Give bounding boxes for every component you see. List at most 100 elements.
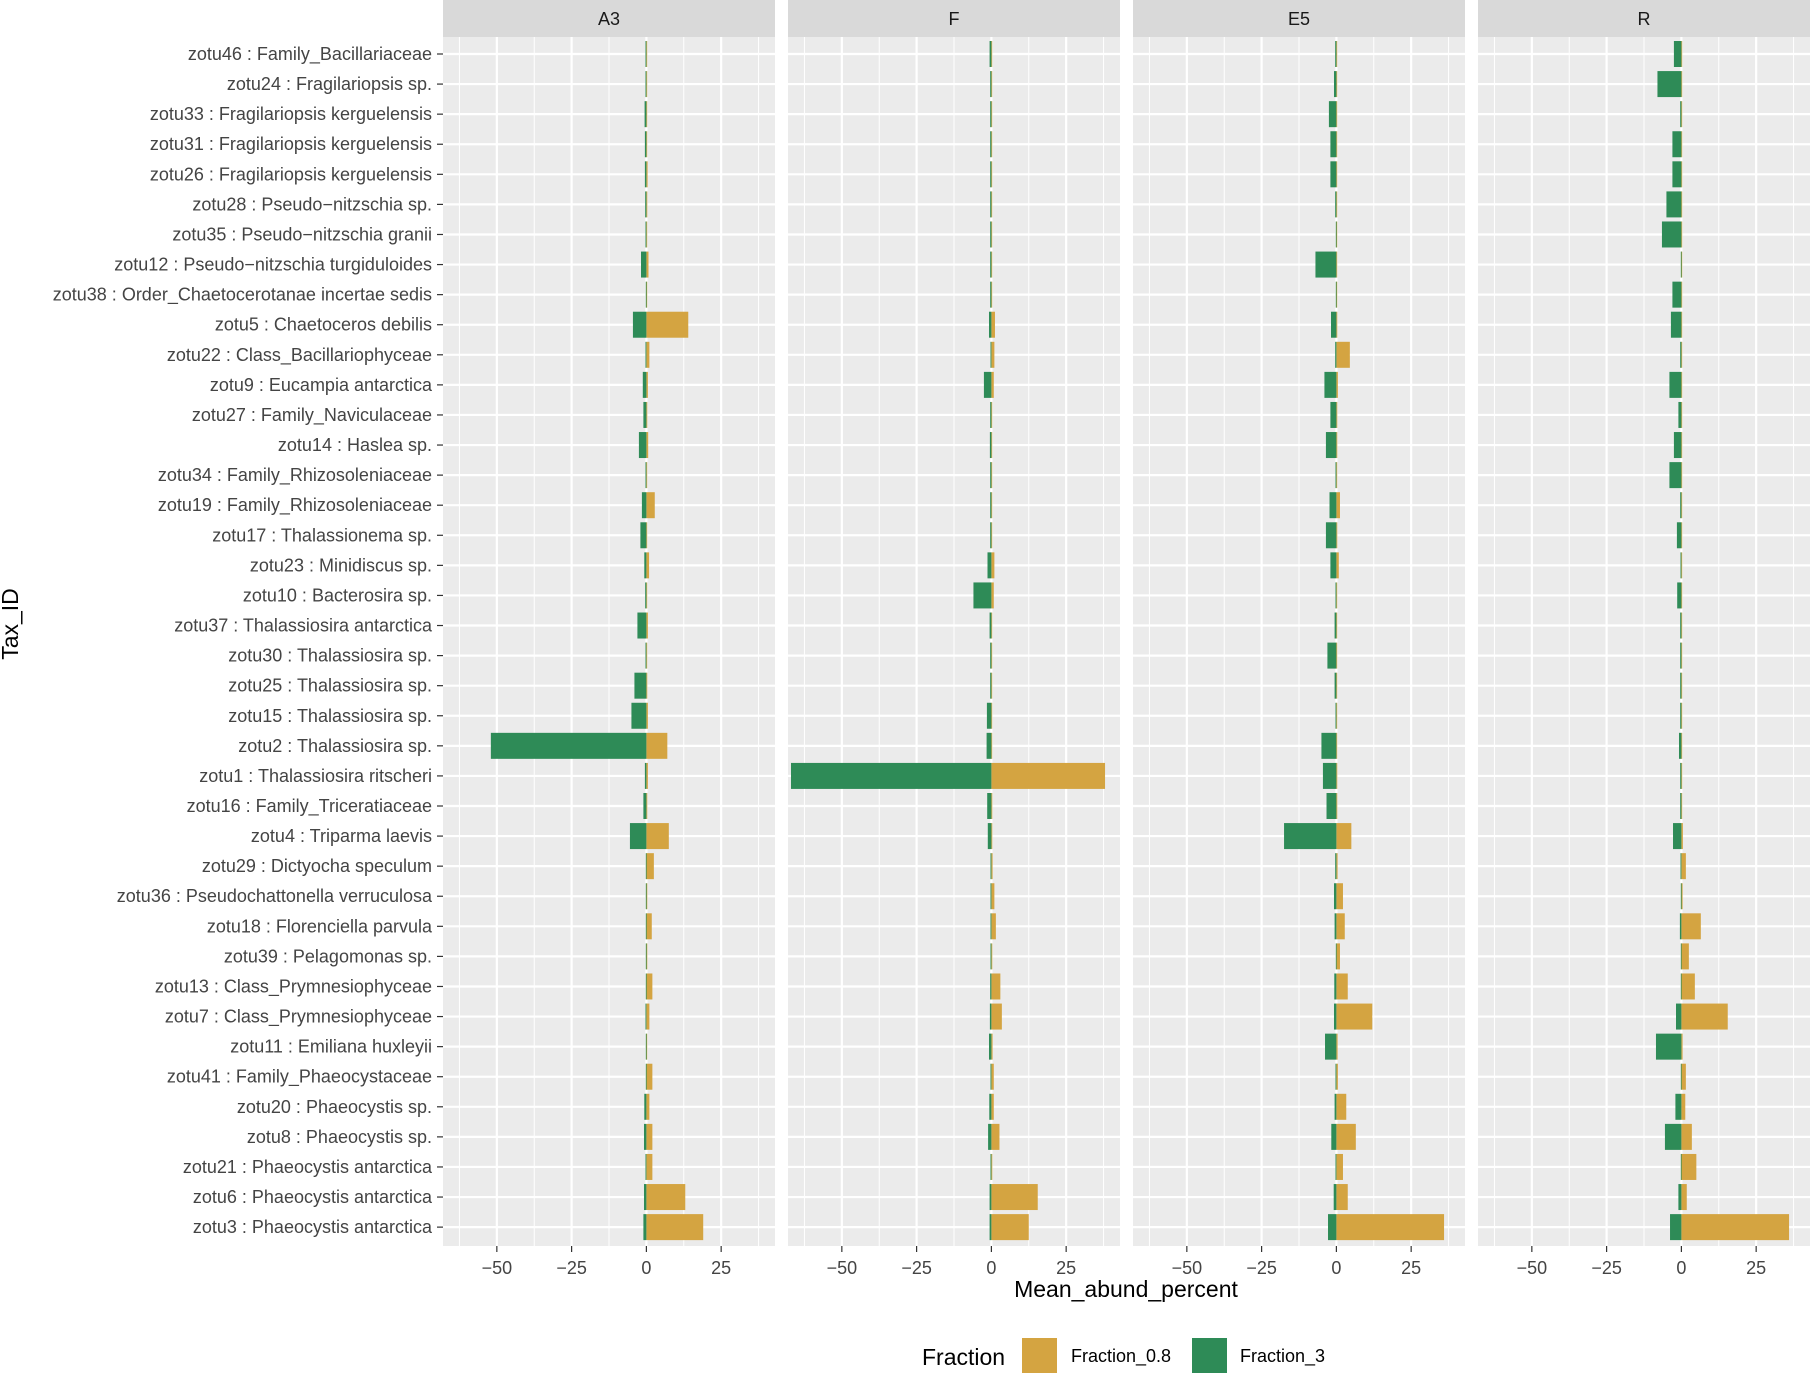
bar-fraction-3 bbox=[1324, 371, 1337, 398]
bar-fraction-3 bbox=[1677, 582, 1682, 609]
bar-fraction-0-8 bbox=[646, 762, 648, 789]
bar-fraction-3 bbox=[634, 672, 647, 699]
bar-fraction-3 bbox=[1335, 341, 1337, 368]
bar-fraction-0-8 bbox=[991, 221, 993, 248]
bar-fraction-3 bbox=[988, 1033, 992, 1060]
bar-fraction-3 bbox=[1680, 762, 1682, 789]
bar-fraction-0-8 bbox=[1336, 793, 1338, 819]
bar-fraction-0-8 bbox=[1681, 913, 1701, 940]
bar-fraction-0-8 bbox=[1336, 582, 1338, 609]
bar-fraction-0-8 bbox=[991, 913, 996, 940]
bar-fraction-0-8 bbox=[991, 702, 993, 729]
bar-fraction-0-8 bbox=[646, 1153, 653, 1180]
bar-fraction-0-8 bbox=[1681, 672, 1683, 699]
bar-fraction-0-8 bbox=[991, 1184, 1038, 1211]
y-tick-label: zotu7 : Class_Prymnesiophyceae bbox=[165, 1007, 432, 1028]
facet-panel-a3 bbox=[443, 37, 775, 1246]
bar-fraction-0-8 bbox=[1336, 1093, 1347, 1120]
y-axis-title: Tax_ID bbox=[0, 588, 23, 660]
y-axis: zotu46 : Family_Bacillariaceae zotu24 : F… bbox=[53, 44, 443, 1237]
bar-fraction-0-8 bbox=[1681, 101, 1683, 128]
bar-fraction-0-8 bbox=[1681, 71, 1683, 98]
bar-fraction-0-8 bbox=[1336, 492, 1340, 519]
bar-fraction-3 bbox=[1680, 341, 1682, 368]
bar-fraction-3 bbox=[1680, 793, 1682, 819]
bar-fraction-0-8 bbox=[991, 281, 993, 308]
bar-fraction-3 bbox=[1680, 642, 1682, 669]
bar-fraction-3 bbox=[1315, 251, 1337, 278]
bar-fraction-3 bbox=[490, 732, 647, 759]
bar-fraction-0-8 bbox=[646, 1184, 686, 1211]
x-tick-label: −50 bbox=[827, 1258, 858, 1278]
bar-fraction-3 bbox=[643, 1184, 647, 1211]
bar-fraction-0-8 bbox=[1336, 943, 1340, 970]
bar-fraction-0-8 bbox=[1336, 281, 1338, 308]
bar-fraction-0-8 bbox=[1336, 131, 1338, 158]
bar-fraction-0-8 bbox=[1681, 311, 1683, 338]
bar-fraction-3 bbox=[643, 793, 647, 819]
bar-fraction-0-8 bbox=[1681, 823, 1683, 850]
bar-fraction-3 bbox=[1664, 1123, 1682, 1150]
bar-fraction-3 bbox=[1330, 161, 1337, 188]
bar-fraction-0-8 bbox=[991, 371, 994, 398]
x-tick-label: 25 bbox=[1056, 1258, 1076, 1278]
bar-fraction-0-8 bbox=[1336, 462, 1338, 489]
bar-fraction-3 bbox=[1329, 492, 1337, 519]
bar-fraction-0-8 bbox=[991, 101, 993, 128]
bar-fraction-0-8 bbox=[1681, 973, 1695, 1000]
bar-fraction-0-8 bbox=[646, 793, 648, 819]
bar-fraction-3 bbox=[990, 973, 992, 1000]
bar-fraction-3 bbox=[990, 522, 992, 549]
bar-fraction-3 bbox=[988, 311, 992, 338]
bar-fraction-3 bbox=[1321, 732, 1337, 759]
bar-fraction-0-8 bbox=[1681, 251, 1683, 278]
bar-fraction-3 bbox=[989, 432, 992, 459]
bar-fraction-0-8 bbox=[991, 973, 1001, 1000]
bar-fraction-3 bbox=[644, 1093, 647, 1120]
facet-strip-e5 bbox=[1133, 0, 1465, 37]
y-tick-label: zotu8 : Phaeocystis sp. bbox=[247, 1127, 432, 1147]
bar-fraction-0-8 bbox=[1681, 883, 1683, 910]
bar-fraction-3 bbox=[990, 191, 992, 218]
x-tick-label: 0 bbox=[986, 1258, 996, 1278]
bar-fraction-3 bbox=[1680, 702, 1682, 729]
bar-fraction-3 bbox=[1680, 973, 1682, 1000]
y-tick-label: zotu18 : Florenciella parvula bbox=[207, 916, 433, 936]
x-tick-label: −25 bbox=[1246, 1258, 1277, 1278]
bar-fraction-3 bbox=[989, 612, 992, 639]
bar-fraction-0-8 bbox=[991, 1153, 993, 1180]
bar-fraction-0-8 bbox=[991, 612, 993, 639]
bar-fraction-3 bbox=[1335, 462, 1337, 489]
bar-fraction-0-8 bbox=[991, 1033, 993, 1060]
bar-fraction-3 bbox=[1335, 582, 1337, 609]
bar-fraction-3 bbox=[1326, 793, 1337, 819]
bar-fraction-3 bbox=[990, 883, 992, 910]
bar-fraction-0-8 bbox=[1681, 732, 1683, 759]
bar-fraction-0-8 bbox=[1336, 612, 1338, 639]
bar-fraction-3 bbox=[1335, 853, 1337, 880]
bar-fraction-0-8 bbox=[1681, 522, 1683, 549]
bar-fraction-0-8 bbox=[1336, 1184, 1348, 1211]
bar-fraction-0-8 bbox=[991, 823, 993, 850]
bar-fraction-3 bbox=[631, 702, 647, 729]
y-tick-label: zotu38 : Order_Chaetocerotanae incertae … bbox=[53, 285, 432, 306]
bar-fraction-3 bbox=[1672, 281, 1682, 308]
bar-fraction-0-8 bbox=[991, 191, 993, 218]
bar-fraction-0-8 bbox=[646, 161, 648, 188]
bar-fraction-3 bbox=[1678, 732, 1682, 759]
bar-fraction-3 bbox=[644, 762, 647, 789]
bar-fraction-3 bbox=[1334, 1093, 1337, 1120]
bar-fraction-3 bbox=[989, 1214, 992, 1241]
bar-fraction-3 bbox=[1675, 1093, 1682, 1120]
bar-fraction-0-8 bbox=[646, 432, 649, 459]
bar-fraction-3 bbox=[645, 582, 647, 609]
legend-title: Fraction bbox=[922, 1344, 1005, 1370]
bar-fraction-0-8 bbox=[1336, 311, 1338, 338]
bar-fraction-0-8 bbox=[646, 823, 669, 850]
x-tick-label: −25 bbox=[901, 1258, 932, 1278]
bar-fraction-0-8 bbox=[646, 1033, 648, 1060]
bar-fraction-0-8 bbox=[1336, 432, 1338, 459]
bar-fraction-0-8 bbox=[991, 311, 995, 338]
bar-fraction-0-8 bbox=[646, 462, 648, 489]
bar-fraction-0-8 bbox=[1336, 973, 1348, 1000]
